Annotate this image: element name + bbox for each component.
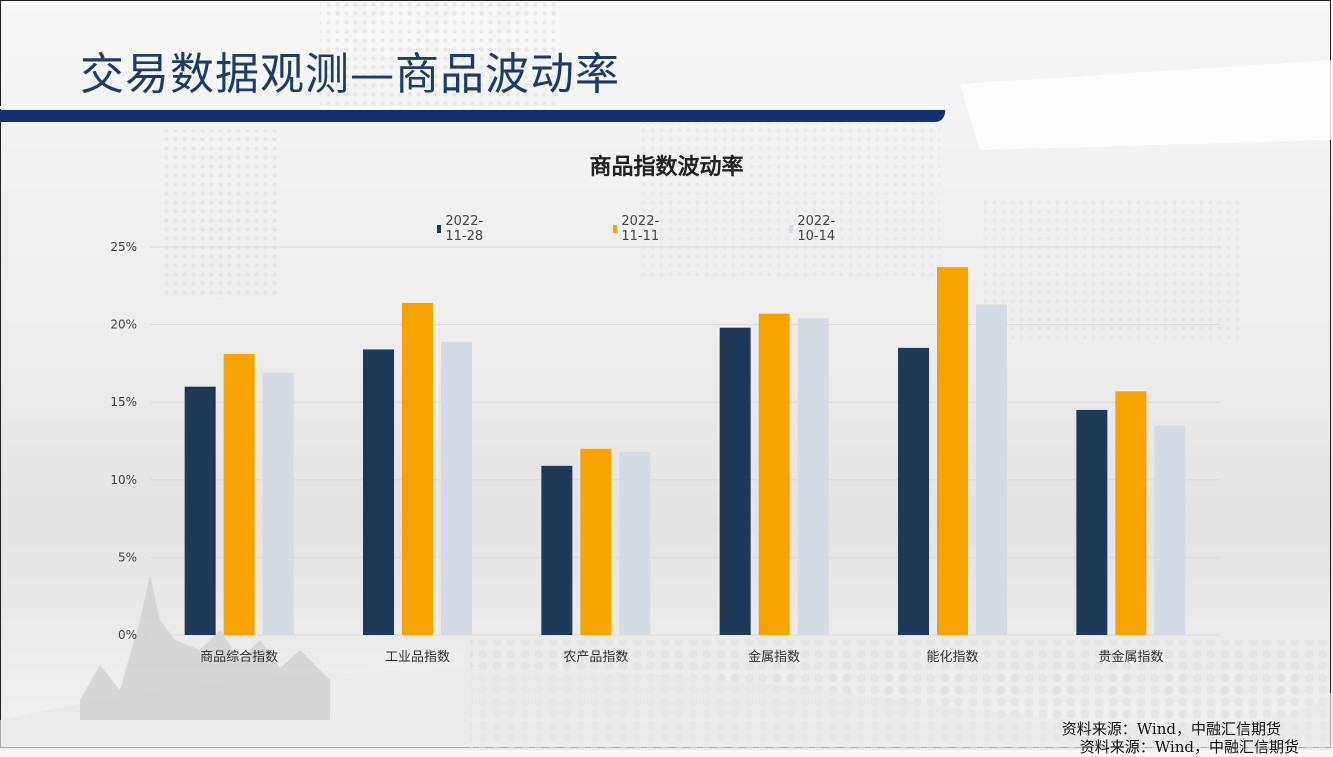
bar-series-2-cat-6	[1115, 391, 1147, 635]
bar-series-1-cat-5	[898, 347, 929, 635]
chart-title: 商品指数波动率	[589, 155, 744, 180]
bar-series-2-cat-3	[580, 448, 612, 635]
bar-series-3-cat-6	[1154, 425, 1186, 635]
bar-series-2-cat-5	[937, 267, 968, 635]
legend-label-series-1: 2022-11-28	[445, 214, 484, 244]
bar-series-1-cat-6	[1076, 409, 1108, 635]
y-tick-label: 15%	[110, 395, 137, 409]
source-note: 资料来源：Wind，中融汇信期货	[1061, 720, 1281, 738]
bar-series-2-cat-2	[402, 302, 433, 635]
legend-item-series-2: 2022-11-11	[613, 214, 663, 244]
title-underline-bar	[0, 110, 945, 122]
bar-series-1-cat-2	[363, 349, 394, 635]
x-category-label: 贵金属指数	[1098, 649, 1163, 665]
x-category-label: 能化指数	[926, 650, 978, 665]
y-tick-label: 5%	[118, 550, 137, 564]
x-category-label: 工业品指数	[385, 650, 450, 665]
bar-series-3-cat-2	[441, 341, 472, 635]
x-category-label: 金属指数	[748, 649, 800, 665]
legend-swatch-series-1	[437, 225, 442, 233]
x-category-label: 商品综合指数	[200, 650, 278, 665]
x-category-label: 农产品指数	[563, 650, 628, 665]
bar-series-1-cat-3	[541, 465, 573, 635]
bar-series-3-cat-1	[262, 372, 294, 635]
page-title: 交易数据观测—商品波动率	[80, 49, 620, 100]
legend-item-series-1: 2022-11-28	[437, 214, 487, 244]
bar-series-1-cat-4	[719, 327, 751, 635]
legend-label-series-3: 2022-10-14	[797, 214, 836, 244]
bar-series-2-cat-4	[758, 313, 790, 635]
legend-item-series-3: 2022-10-14	[789, 214, 839, 244]
y-tick-label: 0%	[118, 628, 137, 642]
y-tick-label: 10%	[110, 473, 137, 487]
bar-series-3-cat-3	[619, 451, 651, 635]
title-bar-highlight	[0, 106, 950, 109]
bar-series-3-cat-5	[976, 304, 1007, 635]
legend-label-series-2: 2022-11-11	[621, 214, 660, 244]
source-note-shadow: 资料来源：Wind，中融汇信期货	[1079, 738, 1299, 756]
y-tick-label: 25%	[110, 240, 137, 254]
legend-swatch-series-2	[613, 225, 618, 233]
y-tick-label: 20%	[110, 318, 137, 332]
bar-series-2-cat-1	[223, 354, 255, 635]
bar-series-1-cat-1	[184, 386, 216, 635]
legend-swatch-series-3	[789, 225, 794, 233]
bar-series-3-cat-4	[797, 318, 829, 635]
